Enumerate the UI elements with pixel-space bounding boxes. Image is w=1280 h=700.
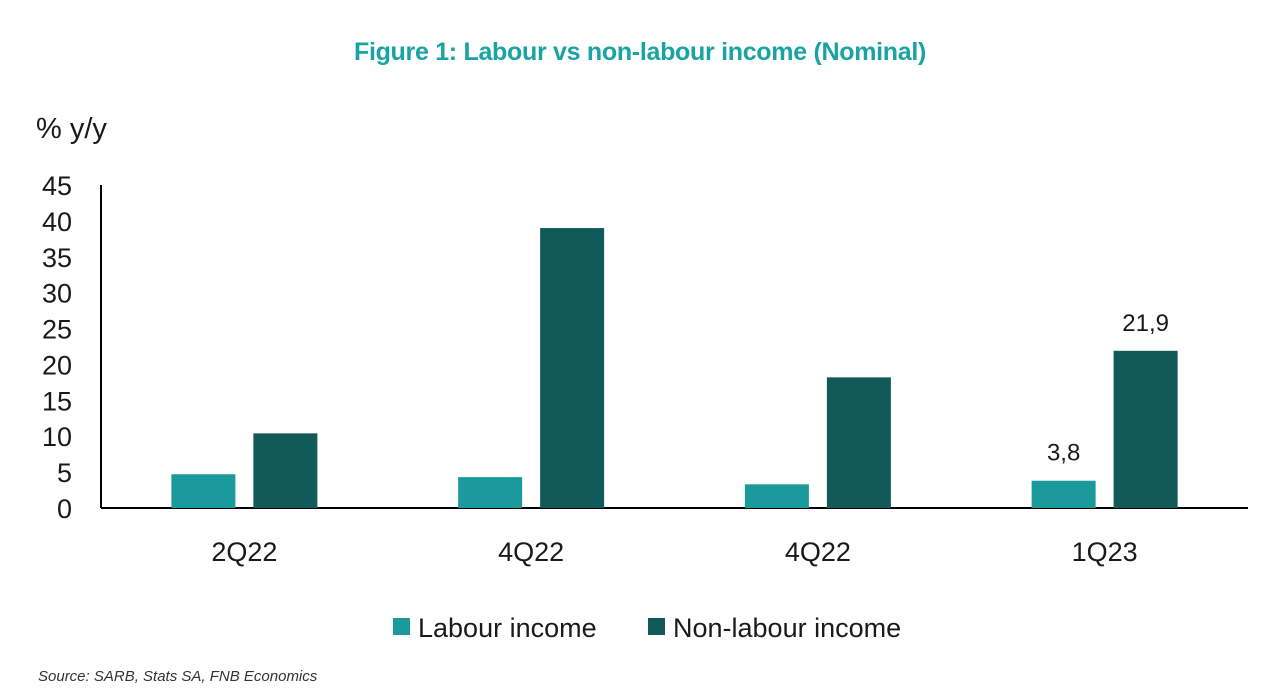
legend-label: Labour income — [418, 613, 597, 643]
y-tick-label: 25 — [42, 315, 72, 345]
bar-non-labour — [1113, 350, 1178, 508]
bar-non-labour — [540, 228, 605, 509]
y-tick-label: 10 — [42, 422, 72, 452]
source-note: Source: SARB, Stats SA, FNB Economics — [38, 668, 318, 685]
legend-label: Non-labour income — [673, 613, 901, 643]
x-tick-label: 1Q23 — [1072, 537, 1138, 567]
y-tick-label: 5 — [57, 458, 72, 488]
y-tick-label: 15 — [42, 386, 72, 416]
bar-labour — [458, 477, 523, 508]
x-tick-label: 4Q22 — [785, 537, 851, 567]
data-label: 21,9 — [1122, 310, 1169, 337]
bar-non-labour — [253, 433, 318, 508]
y-tick-label: 30 — [42, 279, 72, 309]
chart-title: Figure 1: Labour vs non-labour income (N… — [353, 38, 927, 66]
data-label: 3,8 — [1047, 440, 1080, 467]
legend-swatch-labour — [393, 618, 410, 635]
bar-non-labour — [826, 377, 891, 508]
y-tick-label: 0 — [57, 494, 72, 524]
bar-labour — [744, 484, 809, 508]
y-tick-label: 35 — [42, 243, 72, 273]
legend-swatch-non-labour — [648, 618, 665, 635]
x-tick-label: 4Q22 — [498, 537, 564, 567]
y-tick-label: 45 — [42, 171, 72, 201]
y-tick-label: 20 — [42, 350, 72, 380]
x-tick-label: 2Q22 — [211, 537, 277, 567]
bar-labour — [171, 474, 236, 508]
y-tick-label: 40 — [42, 207, 72, 237]
bar-labour — [1031, 480, 1096, 508]
y-axis-label: % y/y — [36, 113, 107, 145]
